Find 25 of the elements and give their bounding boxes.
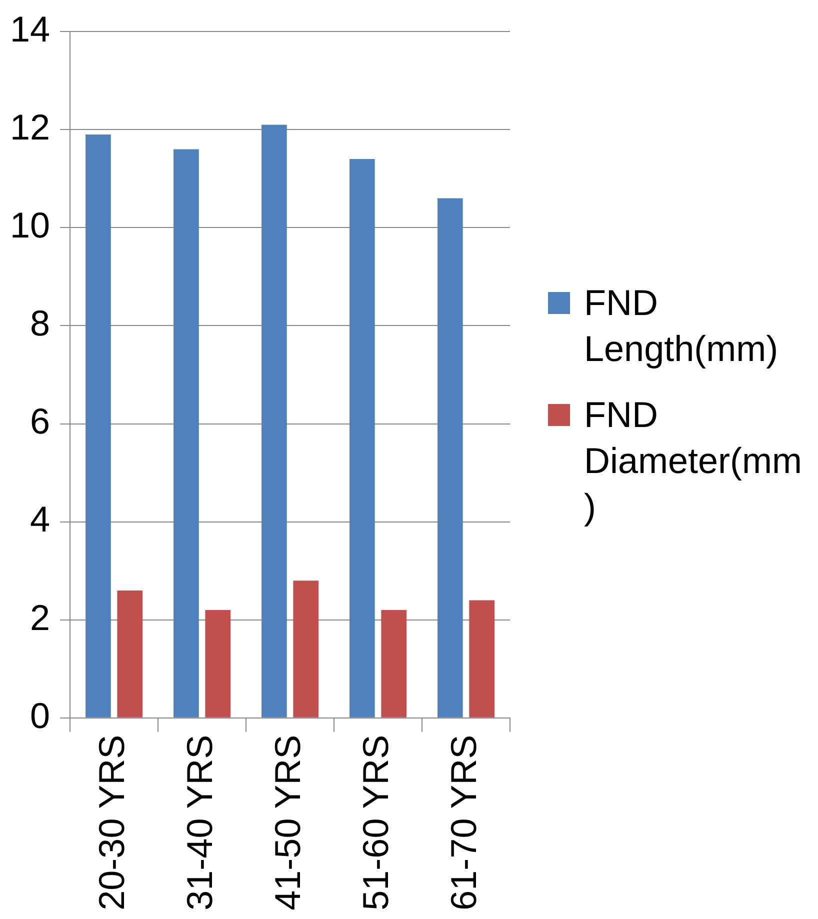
x-tick-label: 61-70 YRS <box>442 734 484 910</box>
y-tick-label: 14 <box>10 8 50 50</box>
bar <box>293 580 319 718</box>
x-tick-label: 41-50 YRS <box>266 734 308 910</box>
bar <box>174 149 199 718</box>
bar <box>86 134 111 718</box>
legend-label: FND Length(mm) <box>584 281 780 371</box>
bar <box>350 159 375 718</box>
bar <box>469 600 495 718</box>
legend-label: FND Diameter(mm) <box>584 393 804 529</box>
bar <box>117 590 143 718</box>
y-tick-label: 12 <box>10 106 50 148</box>
bar <box>205 610 231 718</box>
bar <box>262 124 287 718</box>
bar <box>437 198 463 718</box>
x-tick-label: 31-40 YRS <box>178 734 220 910</box>
y-tick-label: 2 <box>30 596 50 638</box>
x-tick-label: 20-30 YRS <box>90 734 132 910</box>
bar <box>381 610 407 718</box>
y-tick-label: 6 <box>30 400 50 442</box>
y-tick-label: 8 <box>30 302 50 344</box>
y-tick-label: 4 <box>30 498 50 540</box>
x-tick-label: 51-60 YRS <box>354 734 396 910</box>
y-tick-label: 10 <box>10 204 50 246</box>
y-tick-label: 0 <box>30 694 50 736</box>
